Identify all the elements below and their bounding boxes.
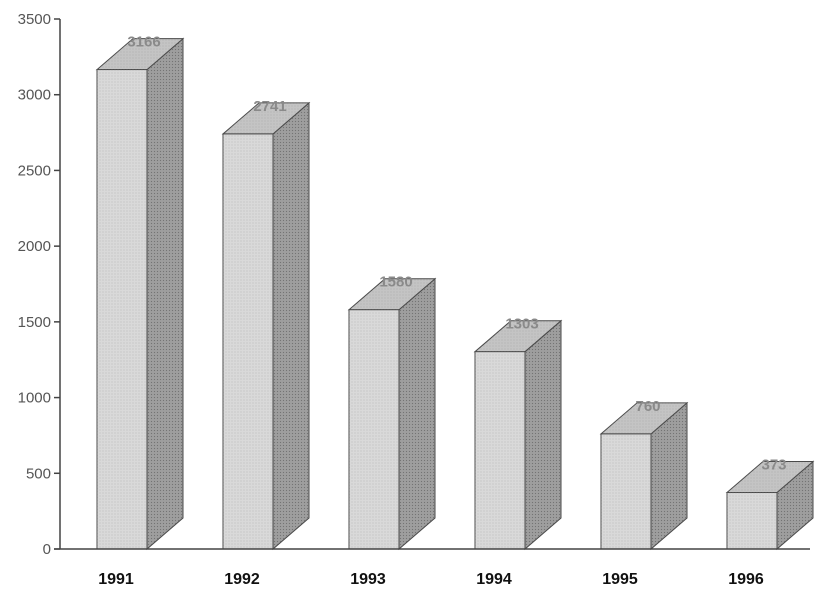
y-axis: 0 500 1000 1500 2000 2500 3000 3500 [18,11,61,558]
bar-1992: 2741 [221,98,311,551]
y-tick-label: 2000 [18,238,51,255]
bar-side-texture [147,38,183,549]
bar-1995: 760 [599,398,689,551]
bar-front-texture [97,69,147,549]
bar-top-texture [97,38,183,70]
bar-1991: 3166 [95,34,185,551]
y-tick-label: 2500 [18,162,51,179]
y-tick-label: 1000 [18,390,51,407]
bar-side-texture [777,461,813,549]
x-tick-label: 1991 [98,571,134,588]
x-axis: 1991 1992 1993 1994 1995 1996 [54,548,810,588]
data-label: 3166 [127,34,160,51]
data-label: 373 [761,457,786,474]
bar-front-texture [601,433,651,549]
bar-1994: 1303 [473,316,563,551]
y-tick-label: 3000 [18,87,51,104]
bar-side-texture [399,278,435,549]
x-tick-label: 1992 [224,571,260,588]
data-label: 760 [635,398,660,415]
bar-side-texture [273,102,309,549]
bar-top-texture [475,320,561,352]
bar-top-texture [349,278,435,310]
x-tick-label: 1996 [728,571,764,588]
bar-side-texture [651,402,687,549]
data-label: 2741 [253,98,286,115]
bar-front-texture [475,351,525,549]
bar-front-texture [223,133,273,550]
bar-top-texture [727,461,813,493]
x-tick-label: 1994 [476,571,512,588]
x-tick-label: 1995 [602,571,638,588]
y-tick-label: 500 [26,465,51,482]
x-tick-label: 1993 [350,571,386,588]
bar-front-texture [727,492,777,549]
bar-front-texture [349,309,399,549]
bar-top-texture [223,102,309,134]
bar-side-texture [525,320,561,549]
y-tick-label: 3500 [18,11,51,28]
bar-top-texture [601,402,687,434]
bar-1996: 373 [725,457,815,551]
y-tick-label: 0 [43,541,51,558]
data-label: 1580 [379,274,412,291]
bar-1993: 1580 [347,274,437,551]
data-label: 1303 [505,316,538,333]
bars: 3166 2741 1580 1303 760 373 [95,34,815,551]
y-tick-label: 1500 [18,314,51,331]
